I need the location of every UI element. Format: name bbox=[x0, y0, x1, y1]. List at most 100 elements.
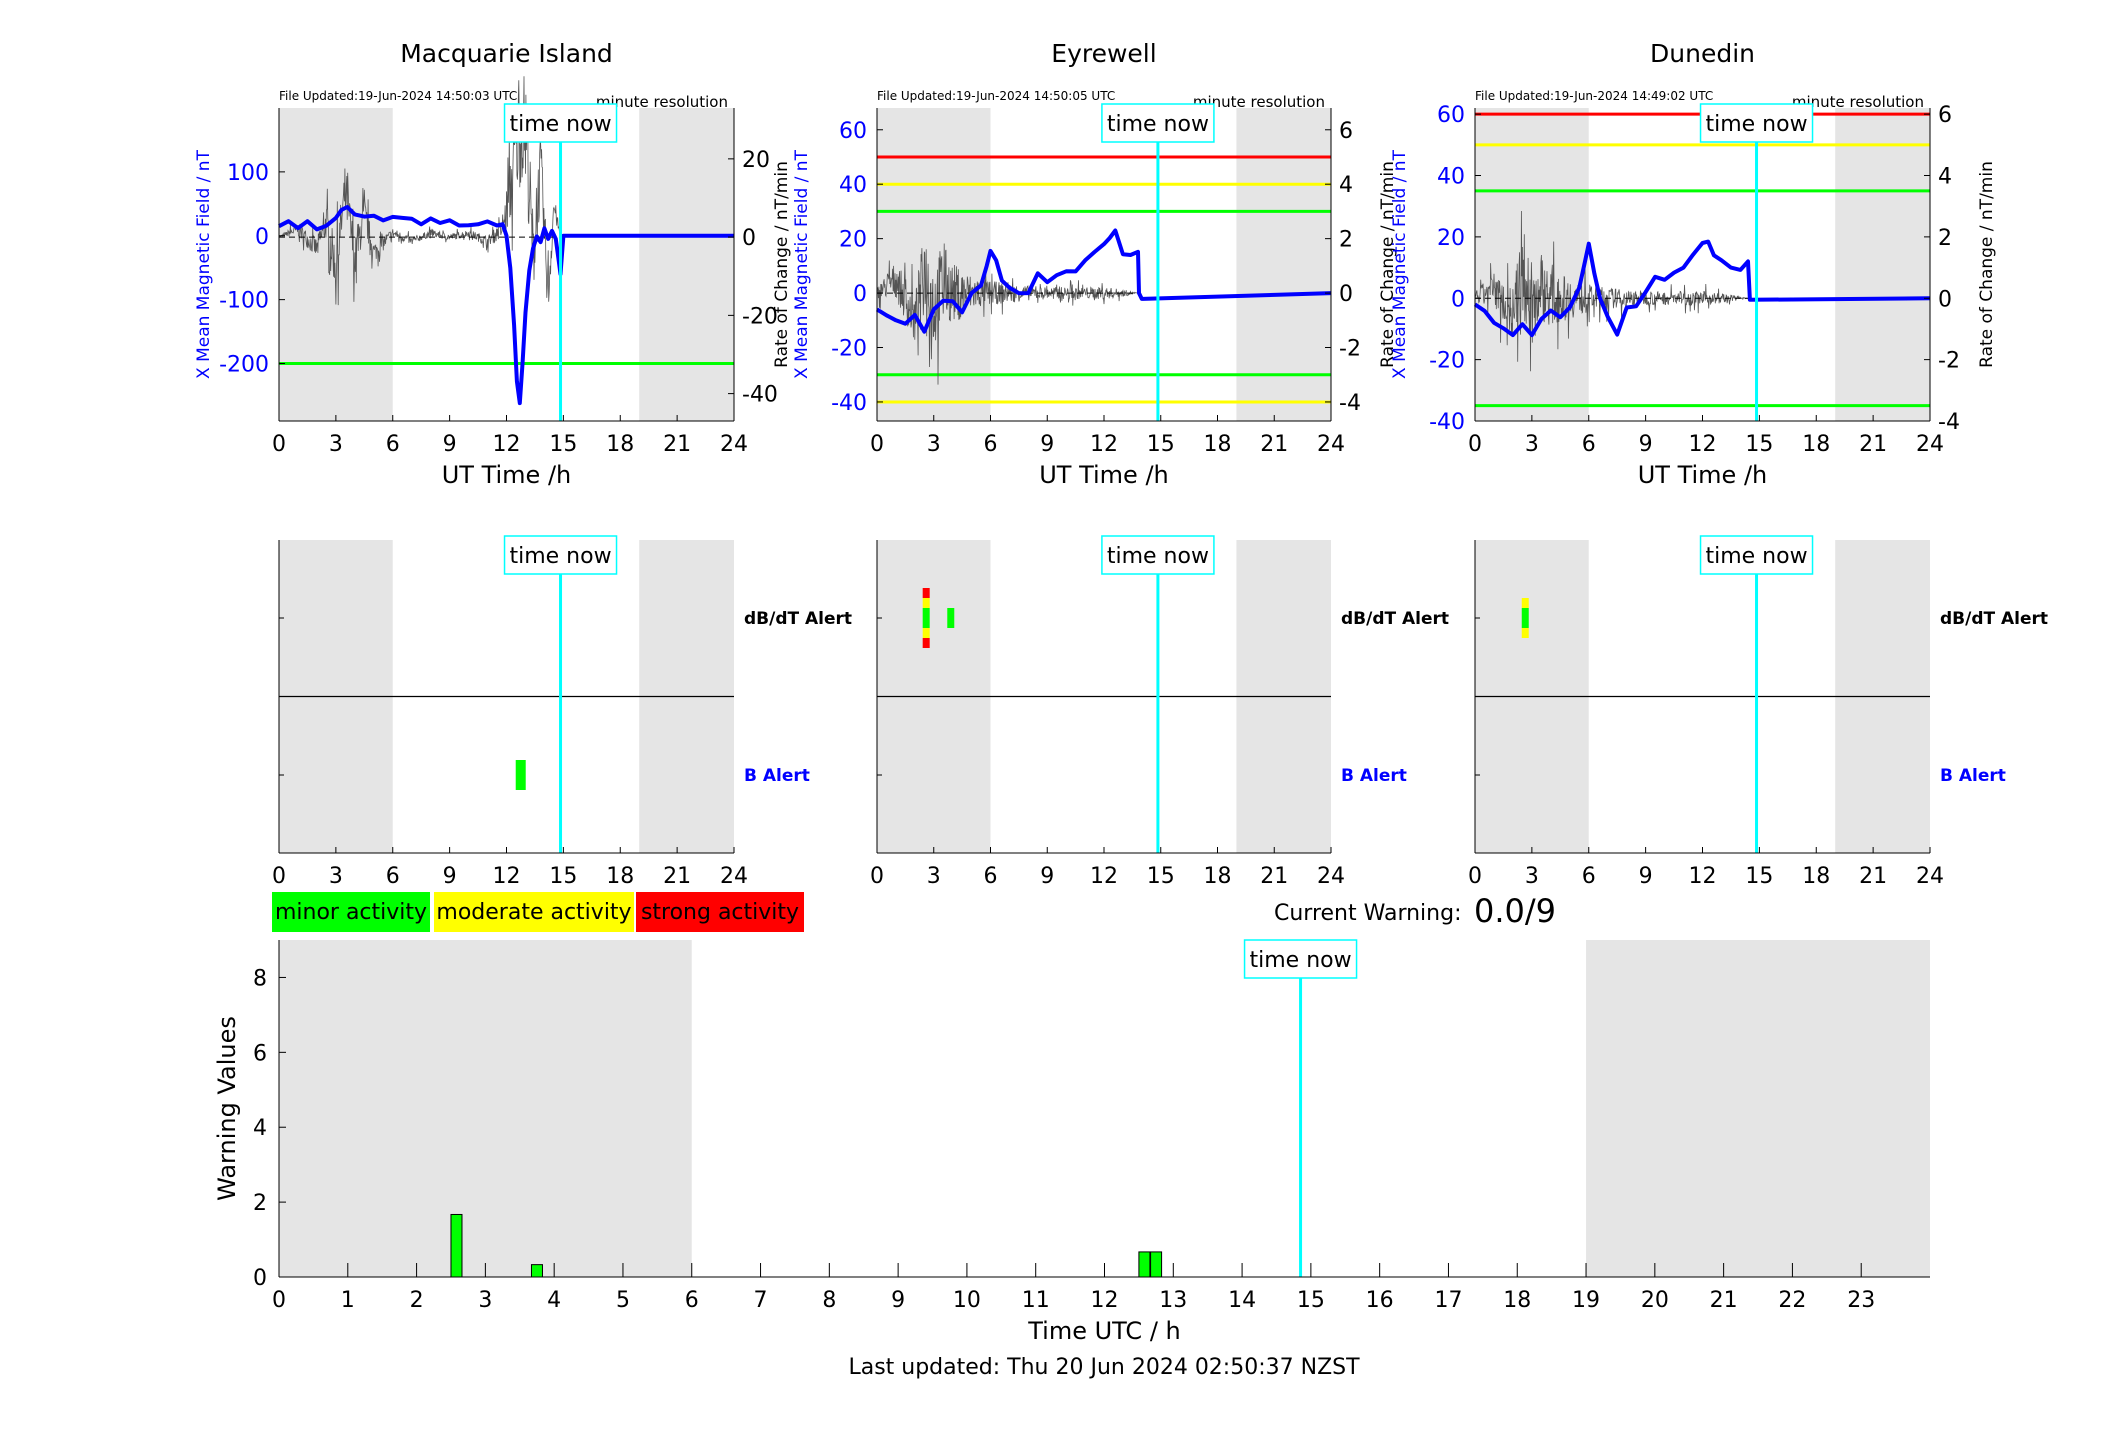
y-tick-right-label: 4 bbox=[1938, 165, 1952, 190]
x-tick-label: 10 bbox=[953, 1288, 981, 1313]
x-tick-label: 23 bbox=[1847, 1288, 1875, 1313]
alert-row-label: dB/dT Alert bbox=[1940, 609, 2048, 629]
y-axis-right-label: Rate of Change / nT/min bbox=[1977, 161, 1997, 368]
x-tick-label: 15 bbox=[1745, 432, 1773, 457]
rate-series-line bbox=[1474, 210, 1748, 372]
x-axis-label: Time UTC / h bbox=[1027, 1317, 1181, 1345]
y-tick-right-label: 20 bbox=[742, 148, 770, 173]
y-tick-right-label: -2 bbox=[1339, 337, 1361, 362]
x-tick-label: 8 bbox=[822, 1288, 836, 1313]
y-tick-right-label: 4 bbox=[1339, 173, 1353, 198]
resolution-text: minute resolution bbox=[1193, 93, 1325, 111]
x-tick-label: 18 bbox=[1802, 432, 1830, 457]
x-axis-label: UT Time /h bbox=[1039, 461, 1169, 489]
x-tick-label: 14 bbox=[1228, 1288, 1256, 1313]
x-tick-label: 0 bbox=[1468, 432, 1482, 457]
resolution-text: minute resolution bbox=[596, 93, 728, 111]
current-warning-value: 0.0/9 bbox=[1474, 892, 1556, 930]
y-tick-right-label: -20 bbox=[742, 304, 778, 329]
current-warning: Current Warning: 0.0/9 bbox=[1274, 892, 1556, 930]
x-tick-label: 2 bbox=[410, 1288, 424, 1313]
x-tick-label: 13 bbox=[1159, 1288, 1187, 1313]
alert-row-label: dB/dT Alert bbox=[744, 609, 852, 629]
legend-moderate-label: moderate activity bbox=[436, 900, 631, 925]
x-tick-label: 0 bbox=[272, 432, 286, 457]
alert-mark bbox=[922, 638, 930, 648]
y-tick-left-label: -40 bbox=[1429, 410, 1465, 435]
station-plot-dunedin: Dunedin File Updated:19-Jun-2024 14:49:02… bbox=[1390, 39, 1997, 489]
x-tick-label: 18 bbox=[606, 432, 634, 457]
x-tick-label: 15 bbox=[1745, 864, 1773, 889]
x-tick-label: 9 bbox=[1040, 432, 1054, 457]
x-tick-label: 7 bbox=[754, 1288, 768, 1313]
y-tick-left-label: 40 bbox=[839, 173, 867, 198]
y-tick-left-label: 40 bbox=[1437, 165, 1465, 190]
time-now-box bbox=[1101, 103, 1215, 143]
station-field-plots: Macquarie Island File Updated:19-Jun-2024… bbox=[194, 39, 1997, 489]
x-tick-label: 24 bbox=[1317, 864, 1345, 889]
alert-mark bbox=[1521, 628, 1529, 638]
file-updated-text: File Updated:19-Jun-2024 14:49:02 UTC bbox=[1475, 89, 1713, 103]
time-now-label: time now bbox=[1107, 112, 1209, 137]
file-updated-text: File Updated:19-Jun-2024 14:50:03 UTC bbox=[279, 89, 517, 103]
time-now-box bbox=[1243, 939, 1358, 979]
y-tick-label: 8 bbox=[253, 966, 267, 991]
field-series-line bbox=[278, 205, 734, 406]
y-tick-right-label: 0 bbox=[1938, 287, 1952, 312]
x-tick-label: 18 bbox=[1204, 432, 1232, 457]
x-tick-label: 6 bbox=[1582, 864, 1596, 889]
time-now-label: time now bbox=[1250, 948, 1352, 973]
activity-legend: minor activity moderate activity strong … bbox=[272, 892, 804, 932]
x-tick-label: 16 bbox=[1366, 1288, 1394, 1313]
night-shading bbox=[1475, 108, 1589, 421]
legend-strong-label: strong activity bbox=[641, 900, 799, 925]
x-tick-label: 6 bbox=[386, 432, 400, 457]
y-tick-left-label: 20 bbox=[1437, 226, 1465, 251]
time-now-label: time now bbox=[509, 112, 611, 137]
station-plot-macquarie-island: Macquarie Island File Updated:19-Jun-2024… bbox=[194, 39, 778, 489]
x-tick-label: 12 bbox=[493, 432, 521, 457]
x-tick-label: 15 bbox=[1297, 1288, 1325, 1313]
last-updated: Last updated: Thu 20 Jun 2024 02:50:37 N… bbox=[848, 1355, 1360, 1380]
x-tick-label: 3 bbox=[927, 864, 941, 889]
x-tick-label: 21 bbox=[663, 864, 691, 889]
y-tick-right-label: -40 bbox=[742, 383, 778, 408]
y-axis-left-label: X Mean Magnetic Field / nT bbox=[792, 149, 812, 379]
x-tick-label: 3 bbox=[478, 1288, 492, 1313]
night-shading bbox=[1586, 940, 1930, 1277]
y-tick-right-label: 0 bbox=[1339, 282, 1353, 307]
x-tick-label: 3 bbox=[1525, 432, 1539, 457]
y-axis-label: Warning Values bbox=[213, 1016, 241, 1201]
y-tick-left-label: 100 bbox=[227, 161, 269, 186]
x-tick-label: 15 bbox=[549, 864, 577, 889]
x-tick-label: 9 bbox=[1639, 432, 1653, 457]
night-shading bbox=[1236, 108, 1331, 421]
x-tick-label: 0 bbox=[272, 1288, 286, 1313]
x-tick-label: 6 bbox=[984, 432, 998, 457]
y-tick-left-label: 0 bbox=[255, 225, 269, 250]
x-tick-label: 5 bbox=[616, 1288, 630, 1313]
x-tick-label: 6 bbox=[386, 864, 400, 889]
y-tick-label: 6 bbox=[253, 1041, 267, 1066]
night-shading bbox=[639, 108, 734, 421]
x-tick-label: 24 bbox=[1317, 432, 1345, 457]
x-tick-label: 12 bbox=[1689, 432, 1717, 457]
x-tick-label: 15 bbox=[1147, 864, 1175, 889]
time-now-box bbox=[1699, 535, 1814, 575]
x-tick-label: 18 bbox=[1802, 864, 1830, 889]
alert-mark bbox=[947, 618, 955, 628]
alert-mark bbox=[922, 618, 930, 628]
x-tick-label: 12 bbox=[1090, 432, 1118, 457]
alert-plot-2: dB/dT Alert B Alert time now 0 3 6 9 12 15 18 21 24 bbox=[870, 535, 1449, 889]
station-title: Dunedin bbox=[1650, 39, 1755, 68]
y-tick-left-label: -100 bbox=[219, 289, 269, 314]
station-plot-eyrewell: Eyrewell File Updated:19-Jun-2024 14:50:0… bbox=[772, 39, 1398, 489]
alert-row-label: B Alert bbox=[744, 766, 810, 786]
y-axis-left-label: X Mean Magnetic Field / nT bbox=[194, 149, 214, 379]
x-tick-label: 20 bbox=[1641, 1288, 1669, 1313]
x-tick-label: 9 bbox=[1639, 864, 1653, 889]
alert-mark bbox=[922, 598, 930, 608]
y-tick-left-label: 20 bbox=[839, 228, 867, 253]
field-series-line bbox=[875, 228, 1332, 334]
x-tick-label: 21 bbox=[1260, 432, 1288, 457]
